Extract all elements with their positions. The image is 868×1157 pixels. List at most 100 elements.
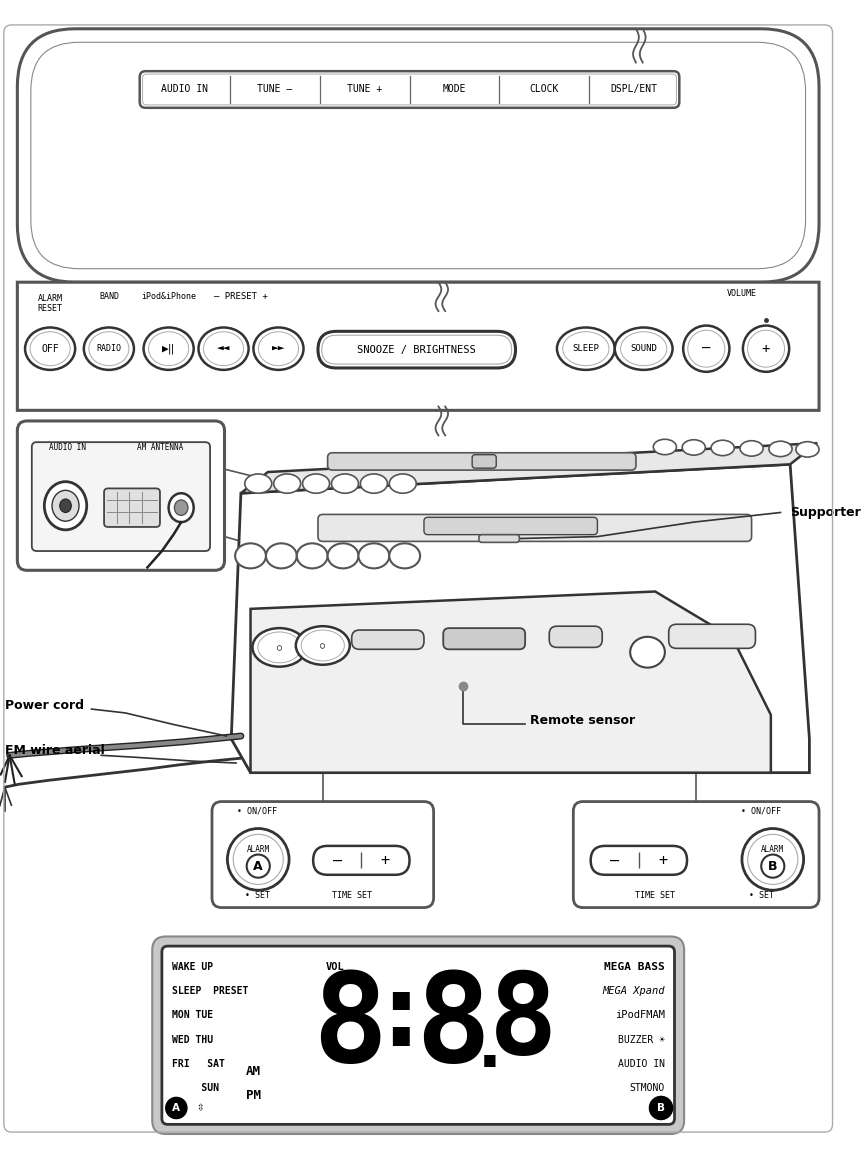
Text: TIME SET: TIME SET: [635, 892, 675, 900]
Text: SLEEP  PRESET: SLEEP PRESET: [172, 987, 248, 996]
Text: VOLUME: VOLUME: [727, 289, 757, 299]
Text: A: A: [173, 1103, 181, 1113]
Text: ◄◄: ◄◄: [217, 344, 230, 354]
FancyBboxPatch shape: [212, 802, 434, 907]
Text: +: +: [762, 341, 770, 355]
Ellipse shape: [654, 440, 676, 455]
Text: STMONO: STMONO: [629, 1083, 665, 1092]
Ellipse shape: [796, 442, 819, 457]
Text: SLEEP: SLEEP: [572, 344, 599, 353]
Text: ○: ○: [277, 643, 282, 651]
FancyBboxPatch shape: [32, 442, 210, 551]
Text: – PRESET +: – PRESET +: [214, 293, 267, 301]
Text: +: +: [658, 853, 667, 868]
Text: ⇳: ⇳: [197, 1101, 204, 1114]
FancyBboxPatch shape: [142, 74, 676, 105]
Ellipse shape: [60, 499, 71, 513]
Polygon shape: [251, 591, 771, 773]
FancyBboxPatch shape: [152, 936, 684, 1134]
FancyBboxPatch shape: [17, 421, 225, 570]
Text: :: :: [370, 967, 432, 1067]
Text: ▶‖: ▶‖: [161, 344, 175, 354]
FancyBboxPatch shape: [668, 625, 755, 648]
Ellipse shape: [235, 544, 266, 568]
Ellipse shape: [233, 834, 283, 884]
Text: • SET: • SET: [245, 892, 270, 900]
Text: MEGA BASS: MEGA BASS: [604, 963, 665, 972]
Ellipse shape: [740, 441, 763, 456]
Text: MEGA Xpand: MEGA Xpand: [602, 987, 665, 996]
Ellipse shape: [253, 327, 304, 370]
FancyBboxPatch shape: [424, 517, 597, 535]
Text: ALARM: ALARM: [761, 846, 785, 854]
Ellipse shape: [227, 828, 289, 890]
Text: TUNE +: TUNE +: [347, 84, 382, 95]
Text: MODE: MODE: [443, 84, 466, 95]
Ellipse shape: [389, 544, 420, 568]
Text: • ON/OFF: • ON/OFF: [741, 806, 781, 816]
Text: FRI   SAT: FRI SAT: [172, 1059, 225, 1069]
Ellipse shape: [742, 828, 804, 890]
Ellipse shape: [301, 631, 345, 661]
Text: iPod&iPhone: iPod&iPhone: [141, 293, 196, 301]
Text: ►►: ►►: [272, 344, 286, 354]
Text: BUZZER ☀: BUZZER ☀: [618, 1034, 665, 1045]
Text: WAKE UP: WAKE UP: [172, 963, 213, 972]
Text: ALARM
RESET: ALARM RESET: [37, 294, 62, 314]
Text: PM: PM: [246, 1089, 261, 1101]
Text: SOUND: SOUND: [630, 344, 657, 353]
Ellipse shape: [711, 440, 734, 456]
Text: 8: 8: [489, 967, 557, 1078]
Ellipse shape: [615, 327, 673, 370]
FancyBboxPatch shape: [17, 282, 819, 411]
Text: FM wire aerial: FM wire aerial: [5, 744, 104, 757]
Ellipse shape: [199, 327, 248, 370]
FancyBboxPatch shape: [444, 628, 525, 649]
Text: ○: ○: [320, 641, 326, 650]
Ellipse shape: [52, 491, 79, 521]
Ellipse shape: [30, 332, 70, 366]
FancyBboxPatch shape: [318, 331, 516, 368]
Text: TIME SET: TIME SET: [332, 892, 372, 900]
Text: • SET: • SET: [749, 892, 773, 900]
Ellipse shape: [297, 544, 327, 568]
Ellipse shape: [259, 332, 299, 366]
Text: +: +: [381, 853, 390, 868]
Text: Remote sensor: Remote sensor: [530, 714, 635, 727]
FancyBboxPatch shape: [590, 846, 687, 875]
Ellipse shape: [44, 481, 87, 530]
Ellipse shape: [687, 330, 725, 367]
Text: DSPL/ENT: DSPL/ENT: [611, 84, 658, 95]
Ellipse shape: [769, 441, 792, 457]
Ellipse shape: [683, 325, 729, 371]
FancyBboxPatch shape: [31, 43, 806, 268]
Ellipse shape: [245, 474, 272, 493]
Text: SNOOZE / BRIGHTNESS: SNOOZE / BRIGHTNESS: [358, 345, 477, 355]
Text: AUDIO IN: AUDIO IN: [161, 84, 208, 95]
Ellipse shape: [174, 500, 187, 515]
Ellipse shape: [296, 626, 350, 665]
Text: OFF: OFF: [42, 344, 59, 354]
Ellipse shape: [621, 332, 667, 366]
Ellipse shape: [89, 332, 129, 366]
Text: RADIO: RADIO: [96, 344, 122, 353]
Ellipse shape: [562, 332, 609, 366]
Text: –: –: [702, 341, 711, 355]
FancyBboxPatch shape: [472, 455, 496, 469]
Text: AM ANTENNA: AM ANTENNA: [137, 443, 183, 452]
Text: AUDIO IN: AUDIO IN: [49, 443, 86, 452]
Ellipse shape: [761, 855, 785, 878]
Ellipse shape: [247, 855, 270, 878]
FancyBboxPatch shape: [17, 29, 819, 282]
Text: WED THU: WED THU: [172, 1034, 213, 1045]
Text: CLOCK: CLOCK: [529, 84, 559, 95]
Text: Power cord: Power cord: [5, 699, 84, 712]
Text: MON TUE: MON TUE: [172, 1010, 213, 1020]
Ellipse shape: [273, 474, 300, 493]
Ellipse shape: [303, 474, 330, 493]
Ellipse shape: [166, 1097, 187, 1119]
FancyBboxPatch shape: [318, 515, 752, 541]
Ellipse shape: [630, 636, 665, 668]
Ellipse shape: [743, 325, 789, 371]
FancyBboxPatch shape: [104, 488, 160, 526]
